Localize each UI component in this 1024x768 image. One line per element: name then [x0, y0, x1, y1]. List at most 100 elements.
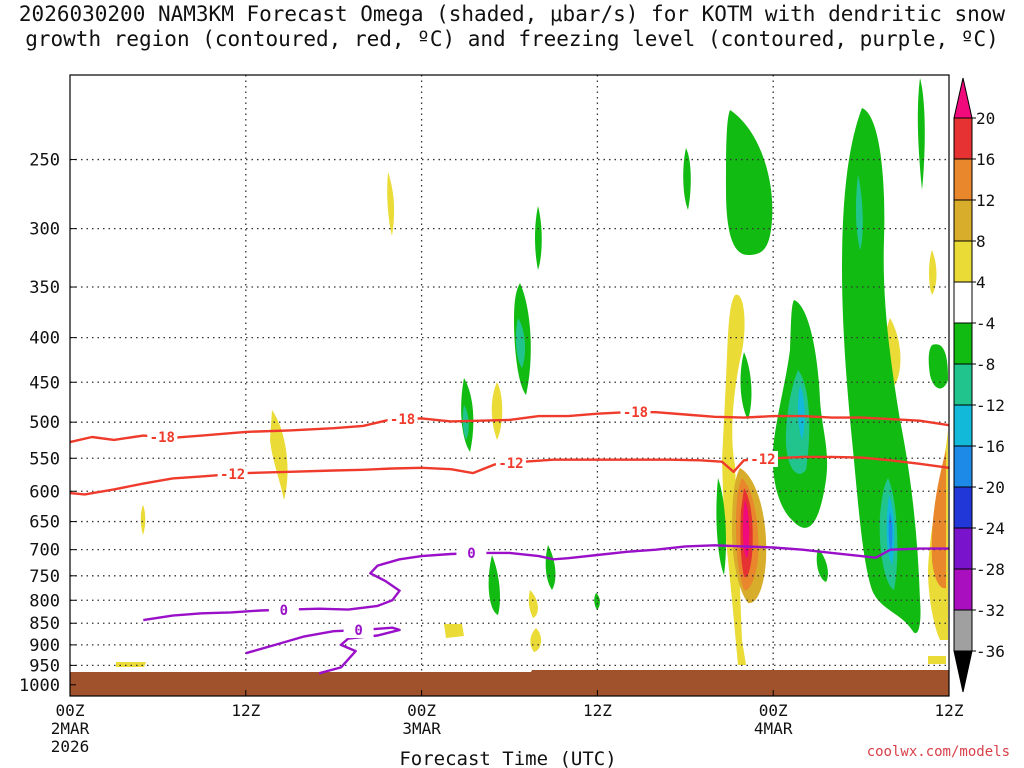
colorbar-label: -12: [976, 396, 1005, 415]
contour-label: -18: [623, 405, 648, 421]
colorbar-label: 20: [976, 109, 995, 128]
colorbar-band: [953, 117, 973, 160]
contour-line: [143, 544, 949, 622]
y-tick-label: 350: [29, 278, 60, 298]
y-axis: 2503003504004505005506006507007508008509…: [19, 151, 76, 696]
contour-line: [69, 411, 950, 444]
colorbar-band: [953, 240, 973, 283]
omega-area-positive: [491, 382, 503, 440]
colorbar-label: -4: [976, 314, 995, 333]
x-tick-label: 00Z: [407, 701, 436, 720]
x-tick-year-label: 2026: [51, 737, 90, 756]
contour-label: 0: [280, 603, 288, 619]
contour-label: -12: [498, 456, 523, 472]
y-tick-label: 1000: [19, 676, 60, 696]
colorbar-band: [953, 445, 973, 488]
omega-area-positive: [722, 294, 746, 665]
colorbar-band: [953, 404, 973, 447]
contour-label-bg: [456, 545, 487, 562]
y-tick-label: 500: [29, 413, 60, 433]
y-tick-label: 700: [29, 541, 60, 561]
y-tick-label: 650: [29, 513, 60, 533]
x-tick-label: 12Z: [231, 701, 260, 720]
y-tick-label: 850: [29, 614, 60, 634]
contour-line: [245, 626, 401, 675]
colorbar-legend: 20 16 12 8 4 -4 -8 -12 -16 -20 -24 -28 -32 -36: [953, 77, 1005, 693]
omega-area-positive-core: [743, 500, 750, 558]
x-tick-date-label: 2MAR: [51, 719, 90, 738]
y-tick-label: 750: [29, 567, 60, 587]
contour-label: -12: [750, 452, 775, 468]
colorbar-label: 8: [976, 232, 986, 251]
omega-area-positive: [444, 624, 464, 638]
omega-area-negative: [594, 593, 600, 610]
colorbar-label: 16: [976, 150, 995, 169]
contour-label-bg: [495, 454, 526, 471]
contour-label: -18: [390, 412, 415, 428]
omega-area-negative: [545, 545, 556, 590]
x-tick-label: 12Z: [935, 701, 964, 720]
contour-label-bg: [747, 451, 778, 468]
omega-area-negative-core: [785, 370, 810, 474]
y-tick-label: 950: [29, 656, 60, 676]
colorbar-band: [953, 322, 973, 365]
ground-surface-edge: [70, 670, 949, 676]
omega-area-positive: [528, 590, 538, 618]
y-tick-label: 450: [29, 373, 60, 393]
title-line-2: growth region (contoured, red, ºC) and f…: [25, 27, 999, 51]
omega-area-negative: [928, 344, 948, 389]
omega-area-negative: [740, 352, 752, 420]
omega-area-positive: [116, 662, 146, 667]
omega-area-negative: [535, 206, 542, 270]
omega-area-positive: [270, 410, 288, 500]
x-tick-date-label: 3MAR: [402, 719, 441, 738]
colorbar-band: [953, 363, 973, 406]
x-tick-label: 00Z: [56, 701, 85, 720]
omega-area-positive: [929, 250, 937, 295]
omega-area-negative-core: [462, 405, 469, 440]
x-axis-label: Forecast Time (UTC): [399, 748, 616, 768]
y-tick-label: 300: [29, 220, 60, 240]
omega-area-positive-core: [931, 450, 946, 589]
contour-label: 0: [467, 546, 475, 562]
omega-area-negative: [917, 78, 925, 190]
contour-label: 0: [354, 623, 362, 639]
y-tick-label: 600: [29, 482, 60, 502]
omega-area-negative-core: [855, 175, 863, 250]
colorbar-label: -24: [976, 519, 1005, 538]
colorbar-label: -16: [976, 437, 1005, 456]
colorbar-label: -20: [976, 478, 1005, 497]
colorbar-band: [953, 158, 973, 201]
colorbar-label: 12: [976, 191, 995, 210]
colorbar-bottom-arrow: [953, 650, 973, 693]
omega-shading: [116, 78, 948, 667]
contour-label: -12: [220, 467, 245, 483]
source-credit: coolwx.com/models: [866, 744, 1010, 760]
colorbar-band: [953, 486, 973, 529]
colorbar-label: -8: [976, 355, 995, 374]
contour-line: [69, 455, 950, 496]
omega-area-negative: [488, 555, 500, 615]
x-tick-label: 12Z: [583, 701, 612, 720]
plot-frame: [69, 74, 950, 697]
contour-labels: -18 -18 -18 -12 -12 -12 0 0 0: [147, 404, 778, 639]
colorbar-band: [953, 527, 973, 570]
omega-area-positive: [140, 505, 146, 535]
omega-area-negative-core: [515, 318, 526, 368]
colorbar-label: -32: [976, 601, 1005, 620]
colorbar-label: -36: [976, 642, 1005, 661]
omega-area-positive: [928, 656, 946, 664]
omega-area-negative: [716, 478, 726, 575]
contour-label-bg: [268, 601, 299, 618]
colorbar-band: [953, 609, 973, 652]
colorbar-band: [953, 568, 973, 611]
contour-label: -18: [150, 430, 175, 446]
omega-area-negative: [726, 110, 773, 255]
colorbar-top-arrow: [953, 77, 973, 119]
omega-area-positive: [530, 628, 542, 652]
colorbar-band: [953, 281, 973, 324]
contour-label-bg: [620, 404, 651, 421]
omega-area-negative: [816, 548, 828, 582]
omega-area-positive: [387, 172, 395, 236]
